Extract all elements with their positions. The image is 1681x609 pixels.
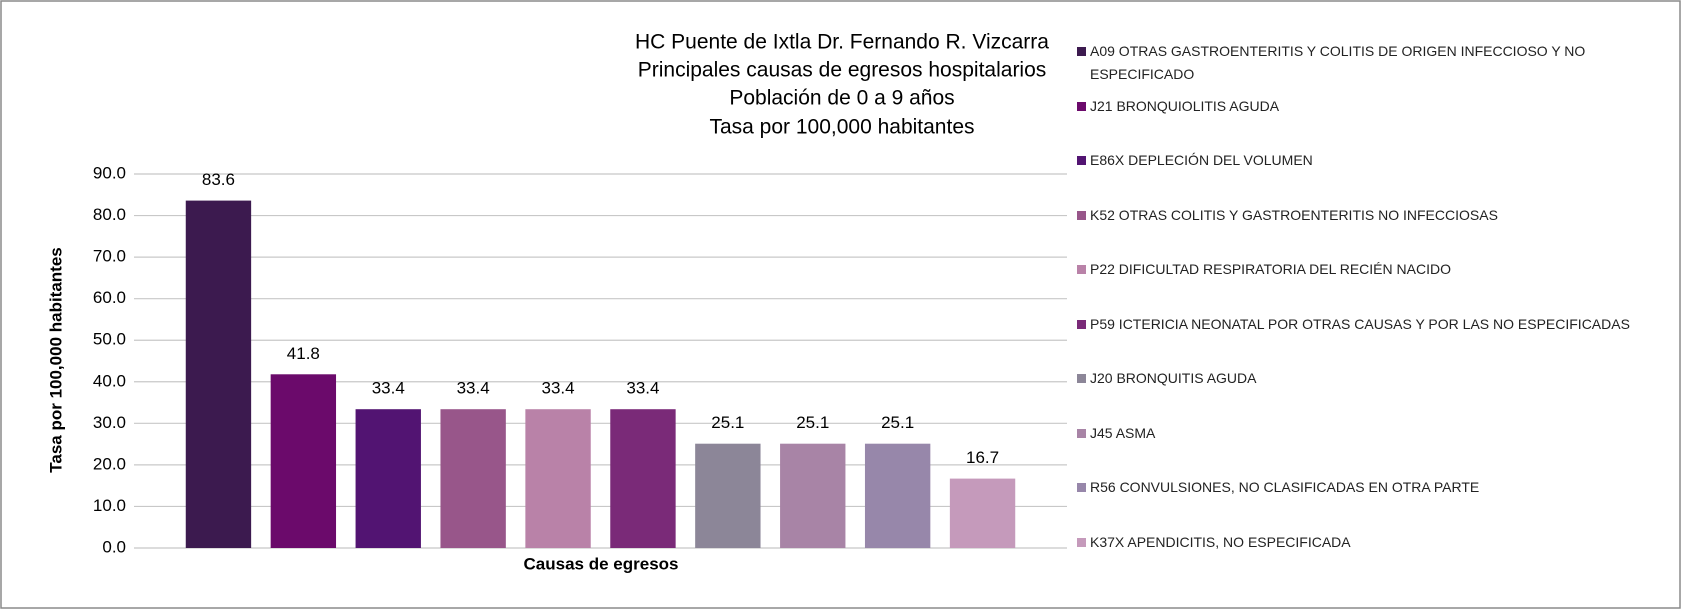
y-tick-label: 40.0 — [93, 371, 126, 390]
legend-item: K37X APENDICITIS, NO ESPECIFICADA — [1077, 531, 1670, 554]
legend-swatch — [1077, 47, 1086, 56]
y-tick-label: 0.0 — [102, 537, 126, 556]
y-tick-label: 60.0 — [93, 288, 126, 307]
legend-label: J20 BRONQUITIS AGUDA — [1090, 370, 1257, 386]
legend-swatch — [1077, 101, 1086, 111]
legend-label: P59 ICTERICIA NEONATAL POR OTRAS CAUSAS … — [1090, 315, 1630, 332]
legend-item: R56 CONVULSIONES, NO CLASIFICADAS EN OTR… — [1077, 476, 1670, 499]
y-tick-label: 80.0 — [93, 205, 126, 224]
chart-title: Tasa por 100,000 habitantes — [709, 116, 974, 139]
bar — [440, 409, 506, 548]
chart-title: Principales causas de egresos hospitalar… — [638, 59, 1047, 82]
legend-label: K52 OTRAS COLITIS Y GASTROENTERITIS NO I… — [1090, 206, 1498, 223]
legend-item: P22 DIFICULTAD RESPIRATORIA DEL RECIÉN N… — [1077, 258, 1670, 281]
y-tick-label: 10.0 — [93, 496, 126, 515]
legend-swatch — [1077, 319, 1086, 329]
data-label: 25.1 — [796, 413, 829, 432]
legend-item: J45 ASMA — [1077, 422, 1670, 445]
y-tick-label: 20.0 — [93, 454, 126, 473]
bar — [780, 443, 846, 548]
legend-item: P59 ICTERICIA NEONATAL POR OTRAS CAUSAS … — [1077, 313, 1670, 336]
y-tick-label: 30.0 — [93, 413, 126, 432]
legend-label: E86X DEPLECIÓN DEL VOLUMEN — [1090, 152, 1313, 168]
legend-swatch — [1077, 537, 1086, 547]
legend-item: J20 BRONQUITIS AGUDA — [1077, 367, 1670, 390]
legend-swatch — [1077, 265, 1086, 274]
data-label: 33.4 — [457, 379, 490, 398]
data-label: 33.4 — [542, 379, 575, 398]
legend-label: J21 BRONQUIOLITIS AGUDA — [1090, 97, 1280, 114]
data-label: 16.7 — [966, 448, 999, 467]
data-label: 25.1 — [711, 413, 744, 432]
bar — [525, 409, 591, 548]
legend-item: A09 OTRAS GASTROENTERITIS Y COLITIS DE O… — [1077, 40, 1670, 86]
bar — [949, 478, 1016, 548]
data-label: 25.1 — [881, 413, 914, 432]
legend-item: E86X DEPLECIÓN DEL VOLUMEN — [1077, 149, 1670, 172]
legend-label: R56 CONVULSIONES, NO CLASIFICADAS EN OTR… — [1090, 479, 1480, 495]
data-label: 33.4 — [372, 379, 405, 398]
legend-item: J21 BRONQUIOLITIS AGUDA — [1077, 95, 1670, 118]
legend-label: A09 OTRAS GASTROENTERITIS Y COLITIS DE O… — [1090, 43, 1586, 82]
y-tick-label: 50.0 — [93, 330, 126, 349]
legend-swatch — [1077, 374, 1086, 383]
bar — [695, 443, 761, 548]
bar — [864, 443, 931, 548]
chart-title: Población de 0 a 9 años — [729, 87, 954, 110]
data-label: 41.8 — [287, 344, 320, 363]
bar — [270, 374, 337, 548]
y-axis-label: Tasa por 100,000 habitantes — [46, 247, 65, 473]
chart-title: HC Puente de Ixtla Dr. Fernando R. Vizca… — [635, 31, 1049, 54]
bar — [610, 409, 676, 548]
data-label: 33.4 — [626, 379, 659, 398]
legend-swatch — [1077, 156, 1086, 165]
legend-swatch — [1077, 483, 1086, 492]
legend-swatch — [1077, 428, 1086, 438]
legend-item: K52 OTRAS COLITIS Y GASTROENTERITIS NO I… — [1077, 204, 1670, 227]
legend-swatch — [1077, 210, 1086, 220]
legend-label: P22 DIFICULTAD RESPIRATORIA DEL RECIÉN N… — [1090, 261, 1451, 277]
bar — [355, 409, 421, 548]
legend-label: K37X APENDICITIS, NO ESPECIFICADA — [1090, 533, 1351, 550]
x-axis-label: Causas de egresos — [524, 554, 679, 573]
bar — [185, 200, 252, 548]
y-tick-label: 70.0 — [93, 247, 126, 266]
y-tick-label: 90.0 — [93, 163, 126, 182]
data-label: 83.6 — [202, 170, 235, 189]
legend-label: J45 ASMA — [1090, 424, 1156, 441]
